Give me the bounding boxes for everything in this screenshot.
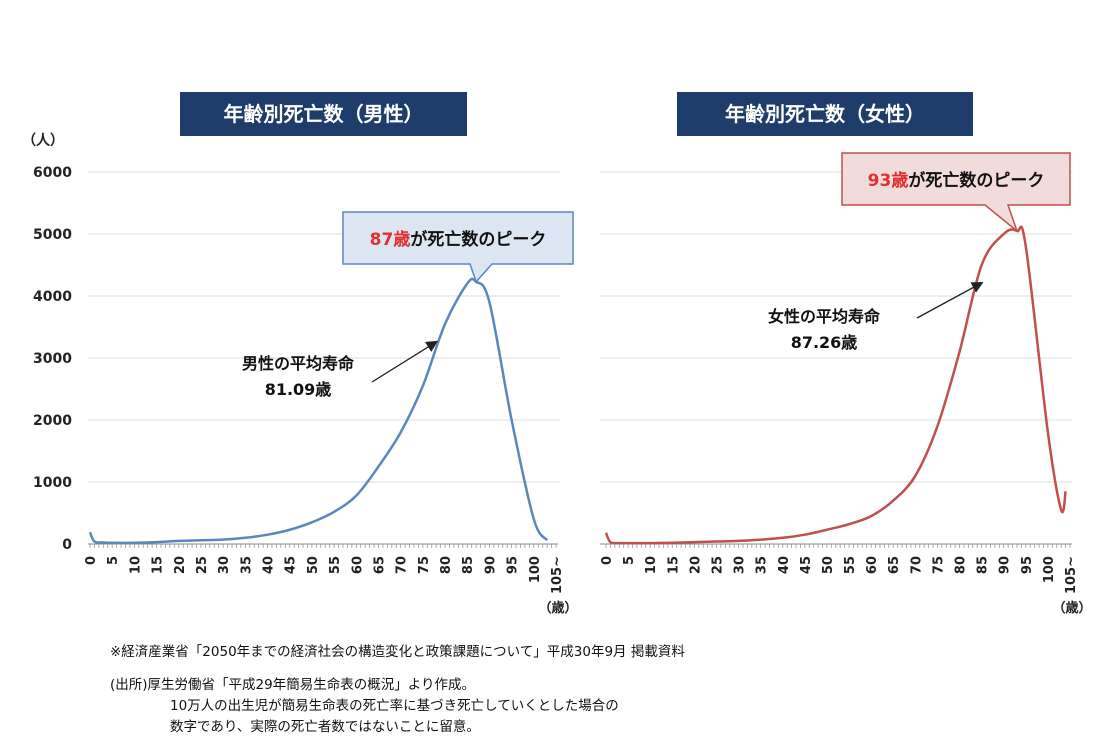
x-tick-label: 100 bbox=[528, 556, 543, 583]
peak-age: 93歳 bbox=[868, 170, 909, 191]
x-axis-unit: （歳） bbox=[538, 600, 577, 616]
y-tick-label: 4000 bbox=[33, 289, 72, 305]
x-tick-label: 70 bbox=[909, 556, 924, 574]
y-tick-label: 3000 bbox=[33, 351, 72, 367]
x-tick-label: 0 bbox=[84, 556, 99, 565]
x-tick-label: 25 bbox=[195, 556, 210, 574]
x-tick-label: 50 bbox=[306, 556, 321, 574]
x-tick-label: 60 bbox=[350, 556, 365, 574]
chart-title-banner bbox=[677, 92, 973, 136]
y-tick-label: 2000 bbox=[33, 413, 72, 429]
peak-callout-box bbox=[342, 211, 574, 284]
x-tick-label: 85 bbox=[976, 556, 991, 574]
x-tick-label: 65 bbox=[887, 556, 902, 574]
peak-text: が死亡数のピーク bbox=[908, 170, 1044, 191]
x-tick-label: 15 bbox=[151, 556, 166, 574]
x-tick-label: 10 bbox=[128, 556, 143, 574]
x-tick-label: 105~ bbox=[1064, 556, 1079, 594]
x-tick-label: 80 bbox=[954, 556, 969, 574]
series-line bbox=[88, 277, 549, 545]
x-tick-label: 30 bbox=[733, 556, 748, 574]
x-tick-label: 50 bbox=[821, 556, 836, 574]
x-tick-label: 55 bbox=[843, 556, 858, 574]
x-tick-label: 70 bbox=[395, 556, 410, 574]
origin-note-line3: 数字であり、実際の死亡者数ではないことに留意。 bbox=[170, 719, 480, 735]
x-tick-label: 95 bbox=[506, 556, 521, 574]
x-tick-label: 105~ bbox=[550, 556, 565, 594]
y-axis-unit: （人） bbox=[22, 132, 64, 149]
y-tick-label: 0 bbox=[62, 537, 72, 553]
x-tick-label: 45 bbox=[799, 556, 814, 574]
x-tick-label: 10 bbox=[644, 556, 659, 574]
y-tick-label: 6000 bbox=[33, 165, 72, 181]
life-expectancy-value: 87.26歳 bbox=[791, 333, 858, 352]
series-line bbox=[604, 225, 1067, 545]
x-tick-label: 40 bbox=[777, 556, 792, 574]
annotation-arrow bbox=[371, 340, 439, 383]
chart-title: 年齢別死亡数（女性） bbox=[725, 102, 925, 126]
x-tick-label: 20 bbox=[688, 556, 703, 574]
y-tick-label: 1000 bbox=[33, 475, 72, 491]
origin-note-line2: 10万人の出生児が簡易生命表の死亡率に基づき死亡していくとした場合の bbox=[170, 698, 619, 714]
x-tick-label: 90 bbox=[483, 556, 498, 574]
x-tick-label: 90 bbox=[998, 556, 1013, 574]
x-tick-label: 15 bbox=[666, 556, 681, 574]
origin-note: (出所)厚生労働省「平成29年簡易生命表の概況」より作成。 bbox=[110, 677, 475, 693]
x-tick-label: 30 bbox=[217, 556, 232, 574]
annotation-arrow bbox=[916, 281, 984, 319]
peak-callout-text: 93歳が死亡数のピーク bbox=[868, 170, 1045, 191]
source-note: ※経済産業省「2050年までの経済社会の構造変化と政策課題について」平成30年9… bbox=[110, 644, 685, 660]
x-tick-label: 35 bbox=[755, 556, 770, 574]
x-tick-label: 80 bbox=[439, 556, 454, 574]
x-tick-label: 65 bbox=[372, 556, 387, 574]
chart-title: 年齢別死亡数（男性） bbox=[224, 102, 424, 126]
chart-title-banner bbox=[180, 92, 467, 136]
x-tick-label: 5 bbox=[106, 556, 121, 565]
x-tick-label: 75 bbox=[931, 556, 946, 574]
x-tick-label: 85 bbox=[461, 556, 476, 574]
peak-text: が死亡数のピーク bbox=[410, 229, 546, 250]
x-tick-label: 35 bbox=[239, 556, 254, 574]
peak-callout-box bbox=[841, 152, 1071, 234]
x-tick-label: 25 bbox=[710, 556, 725, 574]
x-tick-label: 100 bbox=[1042, 556, 1057, 583]
x-tick-label: 20 bbox=[173, 556, 188, 574]
life-expectancy-value: 81.09歳 bbox=[265, 380, 332, 399]
x-tick-label: 45 bbox=[284, 556, 299, 574]
x-axis-unit: （歳） bbox=[1052, 600, 1091, 616]
life-expectancy-label: 女性の平均寿命 bbox=[768, 307, 881, 326]
peak-age: 87歳 bbox=[370, 229, 411, 250]
x-tick-label: 0 bbox=[600, 556, 615, 565]
x-tick-label: 95 bbox=[1020, 556, 1035, 574]
x-tick-label: 55 bbox=[328, 556, 343, 574]
life-expectancy-label: 男性の平均寿命 bbox=[242, 354, 355, 373]
peak-callout-text: 87歳が死亡数のピーク bbox=[370, 229, 547, 250]
x-tick-label: 40 bbox=[262, 556, 277, 574]
y-tick-label: 5000 bbox=[33, 227, 72, 243]
x-tick-label: 5 bbox=[622, 556, 637, 565]
x-tick-label: 75 bbox=[417, 556, 432, 574]
x-tick-label: 60 bbox=[865, 556, 880, 574]
